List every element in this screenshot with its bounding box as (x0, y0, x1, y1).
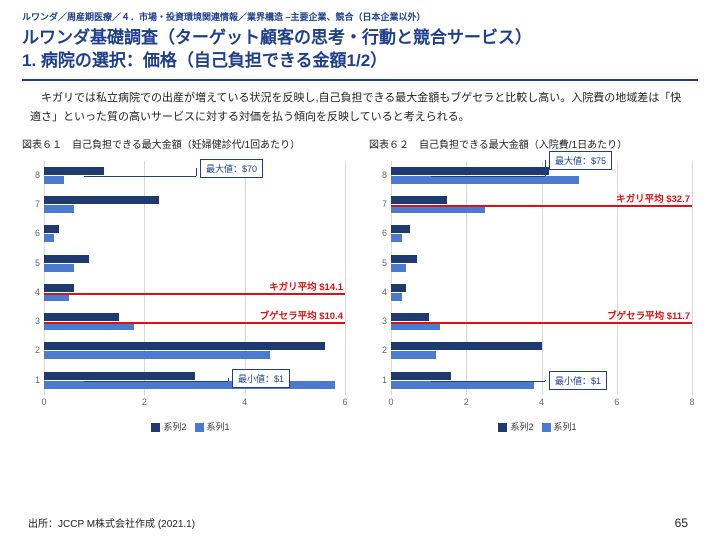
title-block: ルワンダ基礎調査（ターゲット顧客の思考・行動と競合サービス） 1. 病院の選択：… (22, 27, 698, 81)
title-line-2: 1. 病院の選択：価格（自己負担できる金額1/2） (22, 50, 698, 73)
body-paragraph: キガリでは私立病院での出産が増えている状況を反映し,自己負担できる最大金額もブゲ… (30, 89, 690, 126)
chart-2: 図表６２ 自己負担できる最大金額（入院費/1日あたり） 024688765432… (369, 136, 698, 435)
chart-2-caption: 図表６２ 自己負担できる最大金額（入院費/1日あたり） (369, 136, 698, 151)
source-note: 出所：JCCP M株式会社作成 (2021.1) (28, 515, 195, 530)
chart-1: 図表６１ 自己負担できる最大金額（妊婦健診代/1回あたり） 0246876543… (22, 136, 351, 435)
title-line-1: ルワンダ基礎調査（ターゲット顧客の思考・行動と競合サービス） (22, 27, 698, 50)
breadcrumb: ルワンダ／周産期医療／４．市場・投資環境関連情報／業界構造 –主要企業、競合（日… (22, 10, 698, 23)
chart-1-caption: 図表６１ 自己負担できる最大金額（妊婦健診代/1回あたり） (22, 136, 351, 151)
page-number: 65 (675, 516, 688, 530)
